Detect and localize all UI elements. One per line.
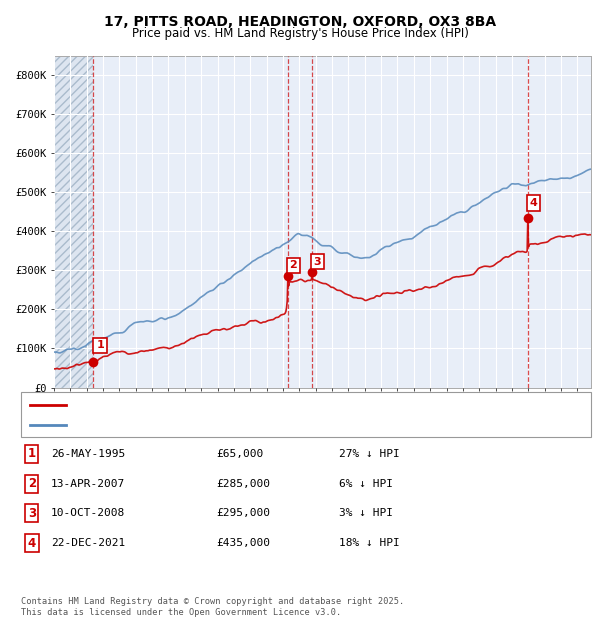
Text: 4: 4 (529, 198, 538, 208)
Bar (54, 56, 93, 388)
Text: 4: 4 (28, 537, 36, 549)
Text: 3: 3 (314, 257, 321, 267)
Text: Contains HM Land Registry data © Crown copyright and database right 2025.
This d: Contains HM Land Registry data © Crown c… (21, 598, 404, 617)
Text: 27% ↓ HPI: 27% ↓ HPI (339, 449, 400, 459)
Text: 3% ↓ HPI: 3% ↓ HPI (339, 508, 393, 518)
Text: 17, PITTS ROAD, HEADINGTON, OXFORD, OX3 8BA (semi-detached house): 17, PITTS ROAD, HEADINGTON, OXFORD, OX3 … (72, 400, 457, 410)
Text: 6% ↓ HPI: 6% ↓ HPI (339, 479, 393, 489)
Text: 26-MAY-1995: 26-MAY-1995 (51, 449, 125, 459)
Text: 1: 1 (96, 340, 104, 350)
Text: 1: 1 (28, 448, 36, 460)
Text: Price paid vs. HM Land Registry's House Price Index (HPI): Price paid vs. HM Land Registry's House … (131, 27, 469, 40)
Text: £65,000: £65,000 (216, 449, 263, 459)
Text: £285,000: £285,000 (216, 479, 270, 489)
Text: 2: 2 (28, 477, 36, 490)
Text: 2: 2 (289, 260, 297, 270)
Text: 17, PITTS ROAD, HEADINGTON, OXFORD, OX3 8BA: 17, PITTS ROAD, HEADINGTON, OXFORD, OX3 … (104, 16, 496, 30)
Text: 13-APR-2007: 13-APR-2007 (51, 479, 125, 489)
Text: £435,000: £435,000 (216, 538, 270, 548)
Text: 18% ↓ HPI: 18% ↓ HPI (339, 538, 400, 548)
Text: £295,000: £295,000 (216, 508, 270, 518)
Text: 22-DEC-2021: 22-DEC-2021 (51, 538, 125, 548)
Text: HPI: Average price, semi-detached house,  Oxford: HPI: Average price, semi-detached house,… (72, 420, 332, 430)
Text: 10-OCT-2008: 10-OCT-2008 (51, 508, 125, 518)
Text: 3: 3 (28, 507, 36, 520)
